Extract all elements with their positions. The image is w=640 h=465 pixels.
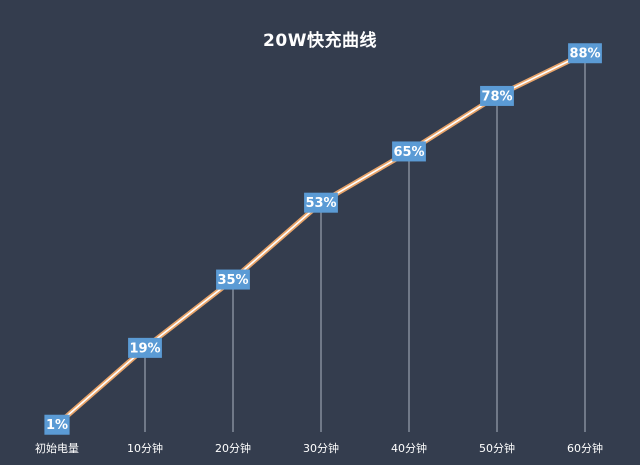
data-label-box — [568, 43, 602, 64]
x-tick-label: 60分钟 — [567, 441, 603, 455]
data-label-box — [392, 141, 426, 162]
data-label: 53% — [304, 192, 338, 213]
data-label: 35% — [216, 269, 250, 290]
data-label-text: 1% — [46, 418, 68, 433]
data-label-text: 78% — [481, 89, 512, 104]
data-label: 88% — [568, 43, 602, 64]
data-label-box — [304, 192, 338, 213]
data-label: 78% — [480, 85, 514, 106]
x-tick-label: 30分钟 — [303, 441, 339, 455]
data-label-text: 65% — [393, 145, 424, 160]
data-label-text: 88% — [569, 47, 600, 62]
data-label-text: 53% — [305, 196, 336, 211]
x-tick-label: 50分钟 — [479, 441, 515, 455]
data-label-text: 35% — [217, 273, 248, 288]
x-tick-label: 20分钟 — [215, 441, 251, 455]
data-label-text: 19% — [129, 341, 160, 356]
x-tick-label: 初始电量 — [35, 441, 79, 455]
x-tick-label: 40分钟 — [391, 441, 427, 455]
data-label-box — [216, 269, 250, 290]
data-label-box — [44, 414, 70, 435]
data-label-box — [480, 85, 514, 106]
data-label: 19% — [128, 337, 162, 358]
data-label: 65% — [392, 141, 426, 162]
chart-title: 20W快充曲线 — [263, 31, 377, 51]
data-label: 1% — [44, 414, 70, 435]
x-tick-label: 10分钟 — [127, 441, 163, 455]
data-label-box — [128, 337, 162, 358]
